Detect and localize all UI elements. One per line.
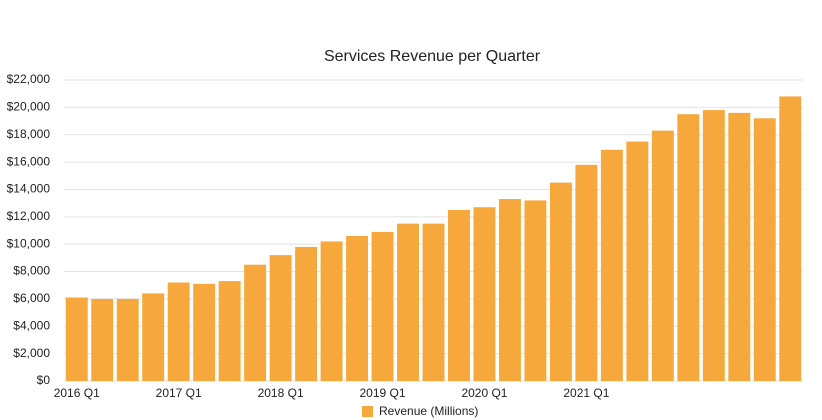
x-tick-label: 2018 Q1 — [258, 386, 304, 400]
bar — [346, 235, 369, 381]
y-tick-label: $20,000 — [7, 100, 51, 114]
bar — [320, 241, 343, 381]
bar — [524, 200, 547, 381]
y-tick-label: $16,000 — [7, 154, 51, 168]
bar — [397, 223, 419, 381]
bar — [498, 199, 521, 381]
bar — [779, 96, 802, 381]
y-tick-label: $14,000 — [7, 182, 51, 196]
x-tick-label: 2021 Q1 — [563, 386, 609, 400]
bar — [269, 255, 292, 381]
bar — [116, 298, 139, 381]
bar — [91, 298, 114, 381]
bar — [728, 112, 751, 381]
y-tick-label: $6,000 — [13, 291, 50, 305]
legend-label: Revenue (Millions) — [379, 404, 478, 418]
bar — [295, 246, 318, 381]
bar — [167, 282, 190, 381]
bar — [549, 182, 572, 381]
bar — [677, 114, 700, 382]
y-tick-label: $4,000 — [13, 318, 50, 332]
bar — [422, 223, 445, 381]
y-tick-label: $8,000 — [13, 264, 50, 278]
x-tick-label: 2020 Q1 — [461, 386, 507, 400]
bar — [473, 207, 496, 381]
bar — [65, 297, 88, 381]
bar — [193, 283, 216, 381]
bar — [218, 281, 241, 381]
x-tick-label: 2017 Q1 — [156, 386, 202, 400]
y-tick-label: $22,000 — [7, 72, 51, 86]
y-tick-label: $18,000 — [7, 127, 51, 141]
y-tick-label: $12,000 — [7, 209, 51, 223]
bar — [244, 264, 267, 381]
chart-title: Services Revenue per Quarter — [324, 48, 541, 65]
y-tick-label: $10,000 — [7, 236, 51, 250]
y-tick-label: $0 — [37, 373, 51, 387]
bar — [142, 293, 165, 381]
bar — [600, 149, 623, 381]
bar — [626, 141, 649, 381]
x-tick-label: 2016 Q1 — [54, 386, 100, 400]
bar — [651, 130, 674, 381]
x-tick-label: 2019 Q1 — [360, 386, 406, 400]
y-tick-label: $2,000 — [13, 346, 50, 360]
bar — [753, 118, 776, 382]
legend-swatch — [362, 406, 373, 417]
bar — [371, 231, 394, 381]
bar — [702, 110, 725, 381]
bar — [448, 209, 470, 381]
bar — [575, 164, 598, 381]
